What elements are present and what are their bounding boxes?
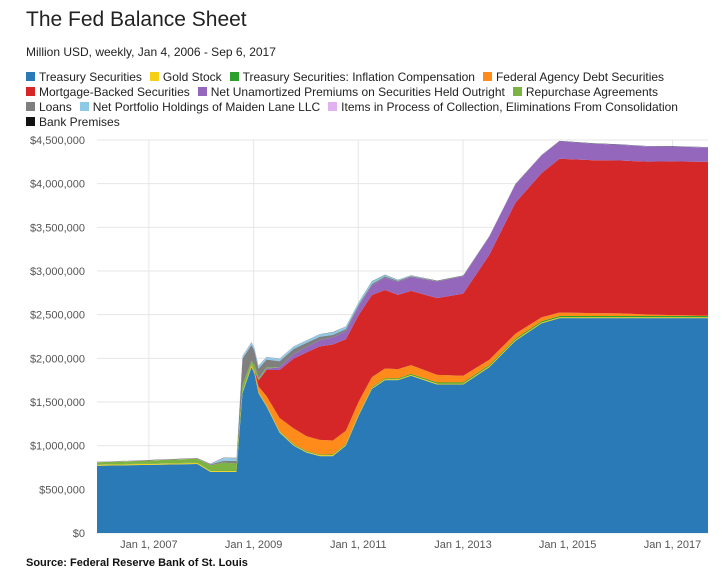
legend-label: Gold Stock [162,70,222,84]
series-area [97,158,708,471]
x-tick-label: Jan 1, 2017 [644,539,702,551]
legend-row: Treasury Securities Gold Stock Treasury Se… [26,70,716,85]
stacked-area-chart: $0 $500,000 $1,000,000 $1,500,000 $2,000,000… [30,135,708,551]
x-tick-label: Jan 1, 2015 [539,539,597,551]
legend-swatch [512,87,522,96]
legend-item[interactable]: Federal Agency Debt Securities [482,70,665,85]
legend-item[interactable]: Net Unamortized Premiums on Securities H… [197,85,505,100]
legend-item[interactable]: Loans [26,100,72,115]
x-tick-label: Jan 1, 2013 [434,539,492,551]
x-tick-label: Jan 1, 2007 [120,539,178,551]
legend-swatch [482,72,492,81]
y-tick-label: $2,500,000 [30,310,85,322]
y-tick-label: $3,500,000 [30,222,85,234]
legend-swatch [26,102,35,111]
legend-label: Treasury Securities [39,70,142,84]
y-tick-label: $1,000,000 [30,441,85,453]
y-tick-label: $4,000,000 [30,179,85,191]
legend-item[interactable]: Treasury Securities: Inflation Compensat… [229,70,475,85]
legend-label: Federal Agency Debt Securities [495,70,665,84]
legend-label: Mortgage-Backed Securities [39,85,190,99]
legend-item[interactable]: Bank Premises [26,115,120,130]
legend-swatch [197,87,207,96]
legend-row: Loans Net Portfolio Holdings of Maiden La… [26,100,716,115]
source-note: Source: Federal Reserve Bank of St. Loui… [26,557,248,569]
y-tick-label: $500,000 [39,484,85,496]
legend-label: Net Unamortized Premiums on Securities H… [210,85,505,99]
legend-swatch [26,72,35,81]
legend-item[interactable]: Mortgage-Backed Securities [26,85,190,100]
legend-item[interactable]: Treasury Securities [26,70,142,85]
legend-label: Treasury Securities: Inflation Compensat… [242,70,475,84]
legend-label: Repurchase Agreements [525,85,658,99]
legend-swatch [26,117,35,126]
legend-swatch [26,87,35,96]
legend-swatch [229,72,239,81]
legend-item[interactable]: Items in Process of Collection, Eliminat… [328,100,678,115]
legend-label: Items in Process of Collection, Eliminat… [341,100,678,114]
chart-subtitle: Million USD, weekly, Jan 4, 2006 - Sep 6… [26,45,276,59]
legend-swatch [79,102,89,111]
legend-label: Bank Premises [39,115,120,129]
legend-swatch [328,102,338,111]
legend-row: Bank Premises [26,115,716,130]
legend-item[interactable]: Net Portfolio Holdings of Maiden Lane LL… [79,100,321,115]
y-tick-label: $3,000,000 [30,266,85,278]
legend-item[interactable]: Gold Stock [149,70,222,85]
x-tick-label: Jan 1, 2011 [330,539,387,551]
legend-row: Mortgage-Backed Securities Net Unamortize… [26,85,716,100]
legend-item[interactable]: Repurchase Agreements [512,85,658,100]
series-area [97,318,708,533]
y-tick-label: $0 [73,528,85,540]
y-tick-label: $2,000,000 [30,353,85,365]
legend-label: Loans [39,100,72,114]
legend-swatch [149,72,159,81]
y-tick-label: $1,500,000 [30,397,85,409]
x-tick-label: Jan 1, 2009 [225,539,283,551]
chart-title: The Fed Balance Sheet [26,8,247,31]
legend-label: Net Portfolio Holdings of Maiden Lane LL… [92,100,321,114]
y-tick-label: $4,500,000 [30,135,85,147]
legend: Treasury Securities Gold Stock Treasury Se… [26,70,716,130]
